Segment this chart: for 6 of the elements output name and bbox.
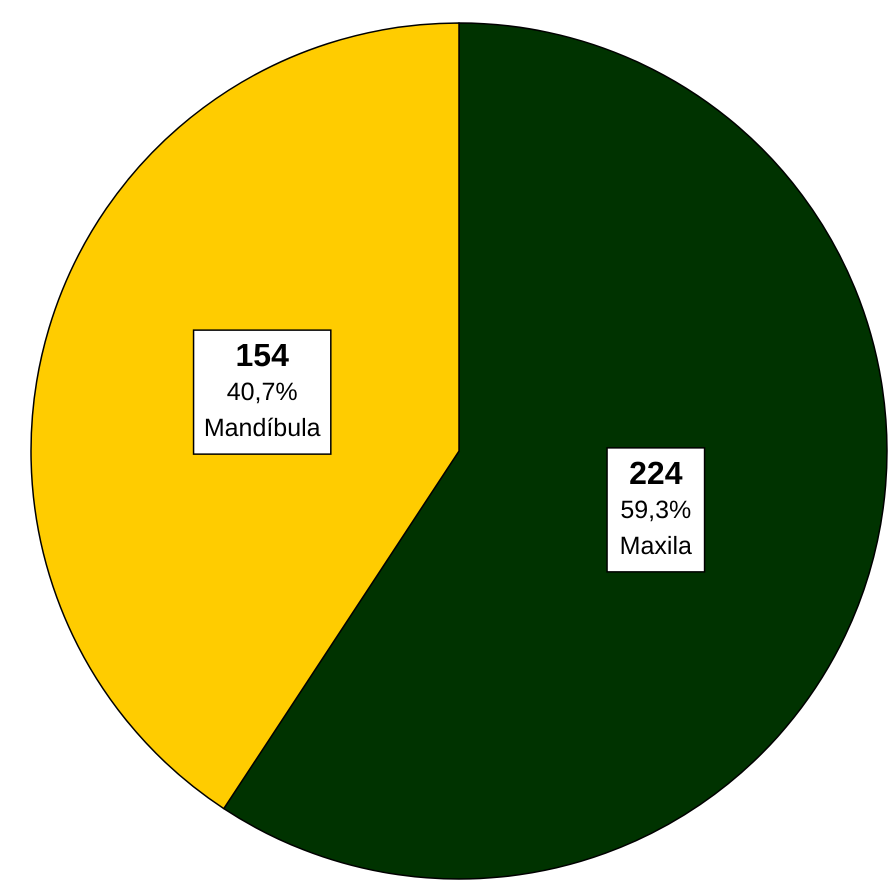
text: 59,3% [620,496,692,524]
slice-label: Mandíbula [204,414,321,442]
data-label: 224 [629,454,683,491]
data-label: 154 [235,337,290,374]
slice-label: Maxila [620,532,692,560]
text: 40,7% [226,378,298,406]
